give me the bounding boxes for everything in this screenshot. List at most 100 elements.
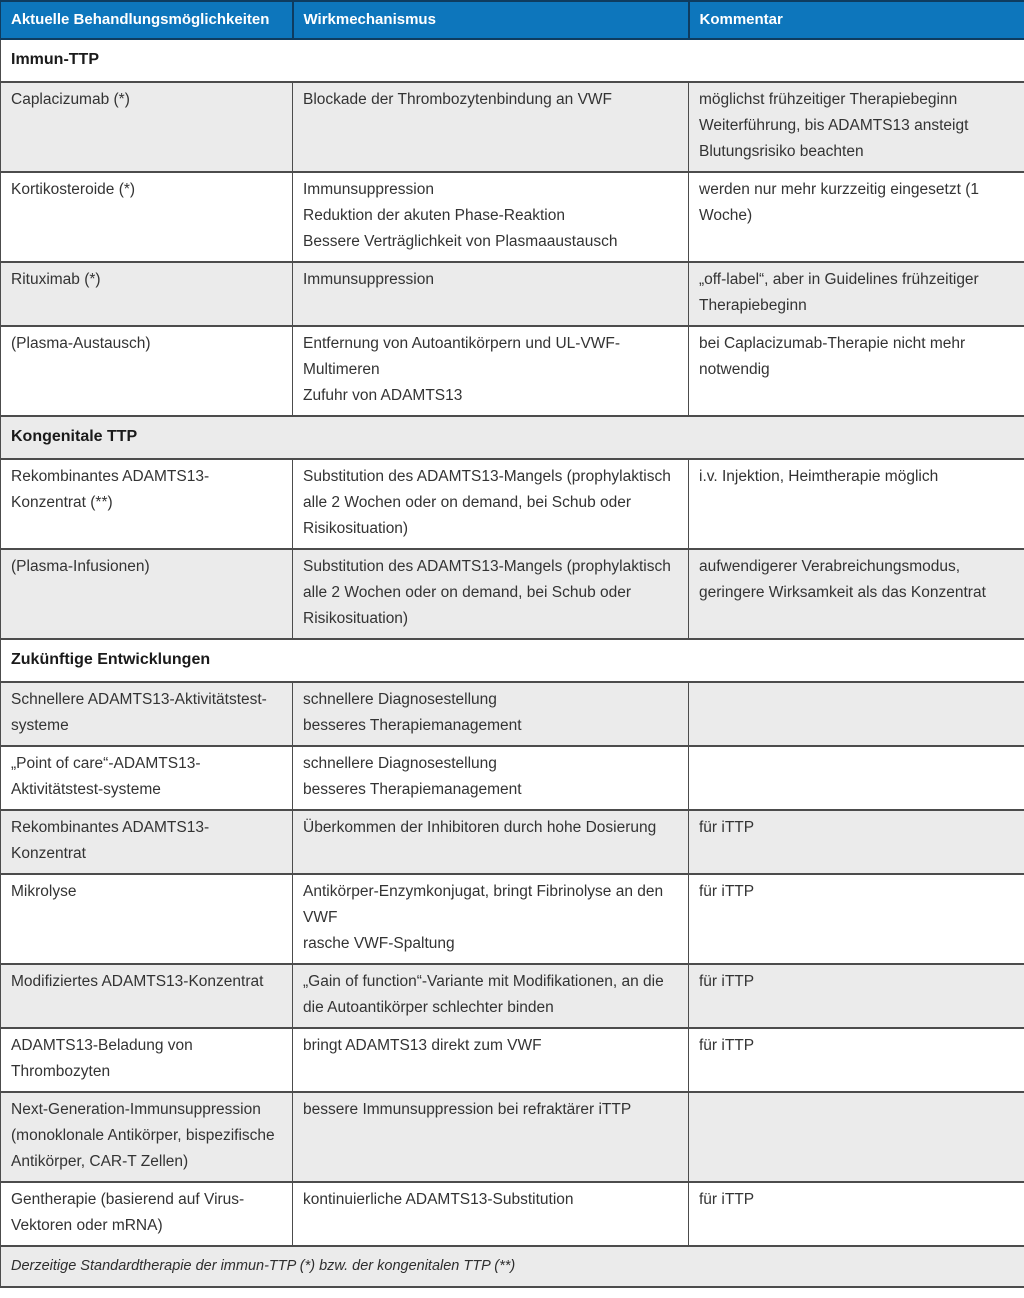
cell-line: bringt ADAMTS13 direkt zum VWF <box>303 1033 676 1059</box>
cell-line: Reduktion der akuten Phase-Reaktion <box>303 203 676 229</box>
table-row: (Plasma-Austausch) Entfernung von Autoant… <box>1 326 1024 416</box>
cell-treatment: Caplacizumab (*) <box>1 82 293 172</box>
cell-line: (Plasma-Infusionen) <box>11 554 280 580</box>
table-row: Schnellere ADAMTS13-Aktivitätstest-syste… <box>1 682 1024 746</box>
cell-line: „off-label“, aber in Guidelines frühzeit… <box>699 267 1012 319</box>
cell-line: Immunsuppression <box>303 177 676 203</box>
cell-line: rasche VWF-Spaltung <box>303 931 676 957</box>
cell-treatment: ADAMTS13-Beladung von Thrombozyten <box>1 1028 293 1092</box>
cell-comment: für iTTP <box>689 964 1024 1028</box>
cell-line: Modifiziertes ADAMTS13-Konzentrat <box>11 969 280 995</box>
section-row: Zukünftige Entwicklungen <box>1 639 1024 682</box>
cell-line: bei Caplacizumab-Therapie nicht mehr not… <box>699 331 1012 383</box>
cell-mechanism: kontinuierliche ADAMTS13-Substitution <box>293 1182 689 1246</box>
column-header-comment: Kommentar <box>689 1 1024 39</box>
cell-line: Überkommen der Inhibitoren durch hohe Do… <box>303 815 676 841</box>
cell-treatment: Mikrolyse <box>1 874 293 964</box>
cell-line: Caplacizumab (*) <box>11 87 280 113</box>
section-label: Kongenitale TTP <box>1 416 1024 459</box>
cell-mechanism: bringt ADAMTS13 direkt zum VWF <box>293 1028 689 1092</box>
cell-line: für iTTP <box>699 1187 1012 1213</box>
cell-comment: werden nur mehr kurzzeitig eingesetzt (1… <box>689 172 1024 262</box>
cell-treatment: (Plasma-Infusionen) <box>1 549 293 639</box>
cell-mechanism: Überkommen der Inhibitoren durch hohe Do… <box>293 810 689 874</box>
cell-line: Bessere Verträglichkeit von Plasmaaustau… <box>303 229 676 255</box>
cell-line: für iTTP <box>699 879 1012 905</box>
cell-line: Gentherapie (basierend auf Virus-Vektore… <box>11 1187 280 1239</box>
cell-comment: bei Caplacizumab-Therapie nicht mehr not… <box>689 326 1024 416</box>
table-header: Aktuelle Behandlungsmöglichkeiten Wirkme… <box>1 1 1024 39</box>
cell-mechanism: Immunsuppression <box>293 262 689 326</box>
table-row: Mikrolyse Antikörper-Enzymkonjugat, bring… <box>1 874 1024 964</box>
cell-line: „Point of care“-ADAMTS13-Aktivitätstest-… <box>11 751 280 803</box>
cell-mechanism: Substitution des ADAMTS13-Mangels (proph… <box>293 549 689 639</box>
column-header-mechanism: Wirkmechanismus <box>293 1 689 39</box>
section-row: Immun-TTP <box>1 39 1024 82</box>
table-row: Modifiziertes ADAMTS13-Konzentrat „Gain o… <box>1 964 1024 1028</box>
cell-treatment: Gentherapie (basierend auf Virus-Vektore… <box>1 1182 293 1246</box>
cell-line: Antikörper-Enzymkonjugat, bringt Fibrino… <box>303 879 676 931</box>
cell-mechanism: bessere Immunsuppression bei refraktärer… <box>293 1092 689 1182</box>
cell-line: möglichst frühzeitiger Therapiebeginn <box>699 87 1012 113</box>
cell-line: für iTTP <box>699 815 1012 841</box>
cell-mechanism: Entfernung von Autoantikörpern und UL-VW… <box>293 326 689 416</box>
cell-line: Blockade der Thrombozytenbindung an VWF <box>303 87 676 113</box>
cell-comment: für iTTP <box>689 810 1024 874</box>
cell-line: aufwendigerer Verabreichungsmodus, gerin… <box>699 554 1012 606</box>
cell-line: schnellere Diagnosestellung <box>303 751 676 777</box>
cell-comment: für iTTP <box>689 874 1024 964</box>
cell-line: Blutungsrisiko beachten <box>699 139 1012 165</box>
cell-treatment: Rituximab (*) <box>1 262 293 326</box>
footnote-row: Derzeitige Standardtherapie der immun-TT… <box>1 1246 1024 1287</box>
cell-comment <box>689 746 1024 810</box>
cell-comment: für iTTP <box>689 1182 1024 1246</box>
cell-line: kontinuierliche ADAMTS13-Substitution <box>303 1187 676 1213</box>
cell-comment <box>689 682 1024 746</box>
cell-treatment: Kortikosteroide (*) <box>1 172 293 262</box>
cell-treatment: (Plasma-Austausch) <box>1 326 293 416</box>
cell-line: (Plasma-Austausch) <box>11 331 280 357</box>
section-label: Zukünftige Entwicklungen <box>1 639 1024 682</box>
table-row: Caplacizumab (*) Blockade der Thrombozyte… <box>1 82 1024 172</box>
table-row: Next-Generation-Immunsuppression (monokl… <box>1 1092 1024 1182</box>
cell-line: Rekombinantes ADAMTS13-Konzentrat (**) <box>11 464 280 516</box>
cell-line: Entfernung von Autoantikörpern und UL-VW… <box>303 331 676 383</box>
table-row: Rekombinantes ADAMTS13-Konzentrat (**)Su… <box>1 459 1024 549</box>
cell-treatment: Rekombinantes ADAMTS13-Konzentrat <box>1 810 293 874</box>
cell-line: Kortikosteroide (*) <box>11 177 280 203</box>
cell-line: „Gain of function“-Variante mit Modifika… <box>303 969 676 1021</box>
cell-treatment: Next-Generation-Immunsuppression (monokl… <box>1 1092 293 1182</box>
cell-mechanism: Substitution des ADAMTS13-Mangels (proph… <box>293 459 689 549</box>
table-row: Rituximab (*)Immunsuppression„off-label“… <box>1 262 1024 326</box>
cell-mechanism: Antikörper-Enzymkonjugat, bringt Fibrino… <box>293 874 689 964</box>
cell-treatment: Modifiziertes ADAMTS13-Konzentrat <box>1 964 293 1028</box>
cell-treatment: Schnellere ADAMTS13-Aktivitätstest-syste… <box>1 682 293 746</box>
cell-line: ADAMTS13-Beladung von Thrombozyten <box>11 1033 280 1085</box>
cell-line: i.v. Injektion, Heimtherapie möglich <box>699 464 1012 490</box>
cell-line: Substitution des ADAMTS13-Mangels (proph… <box>303 554 676 632</box>
cell-line: Mikrolyse <box>11 879 280 905</box>
table-row: „Point of care“-ADAMTS13-Aktivitätstest-… <box>1 746 1024 810</box>
cell-line: schnellere Diagnosestellung <box>303 687 676 713</box>
cell-line: werden nur mehr kurzzeitig eingesetzt (1… <box>699 177 1012 229</box>
cell-line: für iTTP <box>699 969 1012 995</box>
cell-line: für iTTP <box>699 1033 1012 1059</box>
table-row: Gentherapie (basierend auf Virus-Vektore… <box>1 1182 1024 1246</box>
cell-comment: „off-label“, aber in Guidelines frühzeit… <box>689 262 1024 326</box>
column-header-treatments: Aktuelle Behandlungsmöglichkeiten <box>1 1 293 39</box>
table-row: ADAMTS13-Beladung von Thrombozyten bringt… <box>1 1028 1024 1092</box>
cell-comment <box>689 1092 1024 1182</box>
cell-treatment: „Point of care“-ADAMTS13-Aktivitätstest-… <box>1 746 293 810</box>
footnote-text: Derzeitige Standardtherapie der immun-TT… <box>1 1246 1024 1287</box>
cell-mechanism: „Gain of function“-Variante mit Modifika… <box>293 964 689 1028</box>
cell-mechanism: Blockade der Thrombozytenbindung an VWF <box>293 82 689 172</box>
section-label: Immun-TTP <box>1 39 1024 82</box>
cell-line: Next-Generation-Immunsuppression (monokl… <box>11 1097 280 1175</box>
